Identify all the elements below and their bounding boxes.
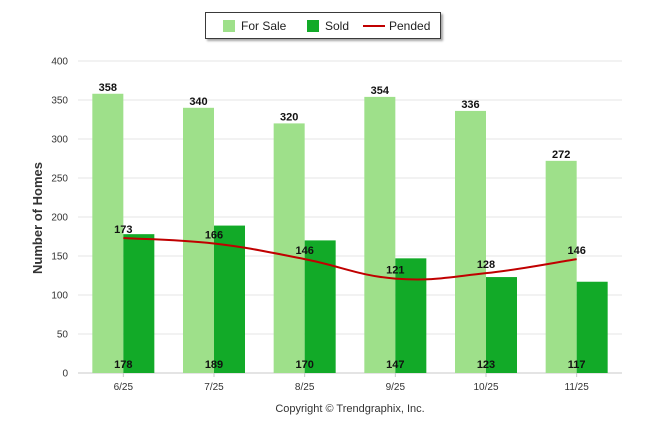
legend-swatch-pended — [363, 25, 385, 27]
data-labels: 358 340 320 354 336 272 173 166 146 121 128 146 178 1… — [99, 82, 586, 371]
data-label-pended: 173 — [114, 224, 132, 236]
y-tick-label: 0 — [62, 369, 68, 380]
pended-line-path — [123, 237, 577, 281]
data-label-sold: 189 — [205, 359, 223, 371]
bar-for-sale — [455, 110, 486, 374]
data-label-sold: 123 — [477, 359, 495, 371]
bar-for-sale — [545, 160, 577, 373]
bar-sold — [214, 225, 245, 373]
data-label-sold: 170 — [295, 359, 313, 371]
legend: For Sale Sold Pended — [205, 12, 441, 39]
y-axis: 0 50 100 150 200 250 300 350 400 — [51, 57, 68, 380]
data-label-for-sale: 272 — [552, 149, 570, 161]
data-label-for-sale: 320 — [280, 111, 298, 123]
y-tick-label: 150 — [51, 252, 68, 263]
x-tick-label: 9/25 — [386, 382, 406, 393]
legend-swatch-for-sale — [223, 20, 235, 32]
data-label-pended: 146 — [295, 245, 313, 257]
x-tick-label: 11/25 — [565, 382, 590, 393]
bars — [92, 93, 608, 374]
bar-sold — [486, 277, 517, 373]
bar-for-sale — [364, 96, 396, 373]
y-axis-title: Number of Homes — [30, 162, 45, 274]
y-tick-label: 100 — [51, 291, 68, 302]
legend-label-pended[interactable]: Pended — [389, 19, 431, 33]
bar-sold — [395, 258, 427, 373]
x-tick-label: 7/25 — [204, 382, 224, 393]
data-label-sold: 147 — [386, 359, 404, 371]
copyright: Copyright © Trendgraphix, Inc. — [275, 403, 425, 415]
gridlines — [78, 60, 622, 374]
data-label-for-sale: 354 — [371, 85, 390, 97]
legend-swatch-sold — [307, 20, 319, 32]
data-label-pended: 146 — [567, 245, 585, 257]
data-label-sold: 117 — [568, 359, 586, 371]
bar-sold — [123, 234, 155, 373]
y-tick-label: 350 — [51, 96, 68, 107]
x-tick-label: 10/25 — [473, 382, 498, 393]
bar-for-sale — [92, 93, 124, 373]
data-label-for-sale: 336 — [461, 99, 479, 111]
x-tick-label: 8/25 — [295, 382, 315, 393]
x-axis: 6/25 7/25 8/25 9/25 10/25 11/25 — [114, 373, 590, 393]
legend-label-sold[interactable]: Sold — [325, 19, 350, 33]
y-tick-label: 200 — [51, 213, 68, 224]
y-tick-label: 50 — [57, 330, 69, 341]
data-label-for-sale: 340 — [189, 96, 207, 108]
bar-for-sale — [273, 123, 305, 374]
y-tick-label: 300 — [51, 135, 68, 146]
x-tick-label: 6/25 — [114, 382, 134, 393]
y-tick-label: 400 — [51, 57, 68, 68]
data-label-sold: 178 — [114, 359, 132, 371]
pended-line — [123, 237, 577, 281]
data-label-pended: 121 — [386, 265, 404, 277]
y-tick-label: 250 — [51, 174, 68, 185]
legend-label-for-sale[interactable]: For Sale — [241, 19, 287, 33]
data-label-pended: 128 — [477, 259, 495, 271]
data-label-pended: 166 — [205, 230, 223, 242]
data-label-for-sale: 358 — [99, 82, 117, 94]
bar-sold — [576, 281, 608, 373]
